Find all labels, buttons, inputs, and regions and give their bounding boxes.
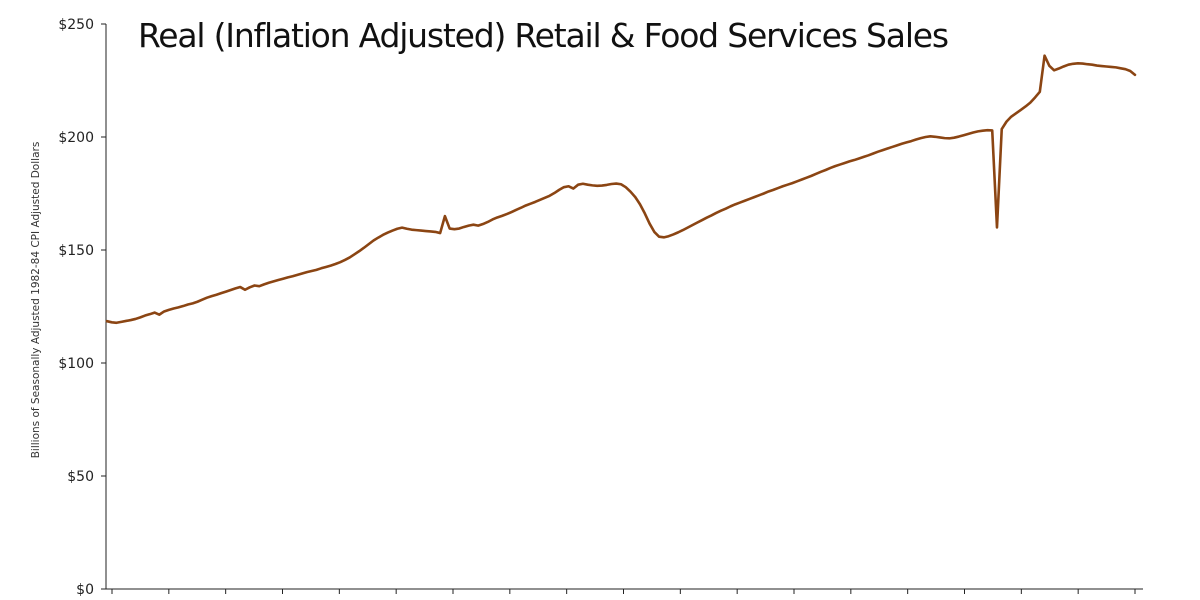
y-axis-label: Billions of Seasonally Adjusted 1982-84 … (30, 141, 42, 459)
chart-title: Real (Inflation Adjusted) Retail & Food … (138, 16, 949, 55)
y-tick-label: $100 (58, 356, 94, 372)
series-line (105, 54, 1137, 325)
y-axis-ticks: $0 $50 $100 $150 $200 $250 (58, 17, 106, 598)
y-tick-label: $50 (67, 469, 94, 485)
y-tick-label: $150 (58, 243, 94, 259)
y-tick-label: $200 (58, 130, 94, 146)
x-axis-ticks (111, 589, 1136, 594)
y-tick-label: $0 (76, 582, 94, 598)
y-tick-label: $250 (58, 17, 94, 33)
